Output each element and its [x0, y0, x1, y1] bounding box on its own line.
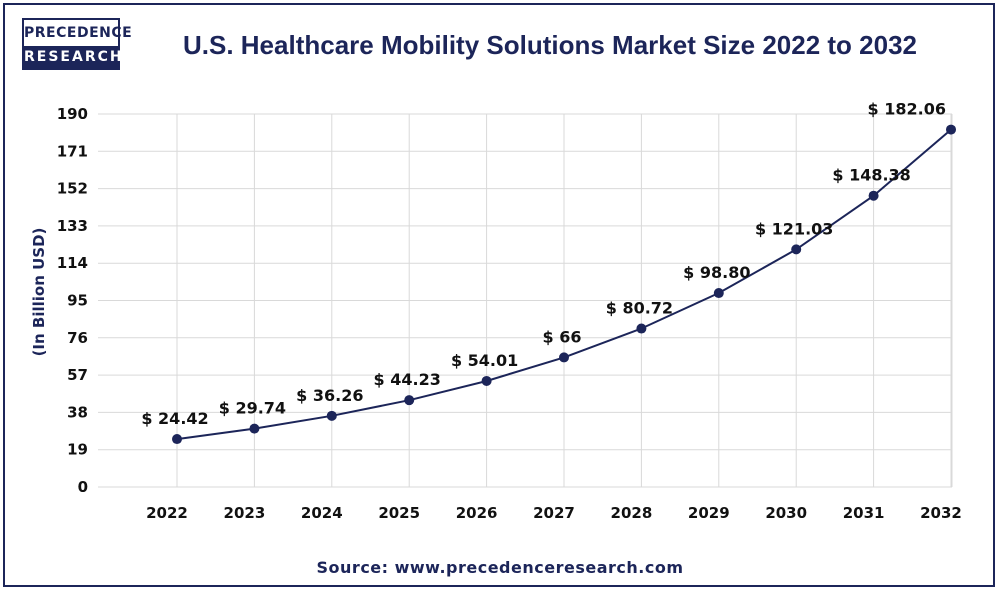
data-label: $ 148.38	[832, 166, 910, 185]
data-point	[481, 375, 492, 386]
y-tick-label: 95	[67, 292, 88, 310]
data-label: $ 29.74	[219, 399, 286, 418]
data-point	[404, 395, 415, 406]
data-label: $ 98.80	[683, 263, 750, 282]
data-label: $ 121.03	[755, 219, 833, 238]
data-point	[172, 434, 182, 445]
data-point	[326, 410, 337, 421]
y-tick-label: 38	[67, 403, 88, 421]
x-axis: 2022 2023 2024 2025 2026 2027 2028 2029 2030 2031…	[146, 504, 962, 522]
y-tick-label: 133	[57, 217, 88, 235]
x-tick-label: 2028	[611, 504, 653, 522]
y-tick-label: 76	[67, 329, 88, 347]
y-axis: 0 19 38 57 76 95 114 133 152 171 190	[57, 105, 88, 496]
x-tick-label: 2024	[301, 504, 343, 522]
logo-top-text: PRECEDENCE	[24, 25, 133, 41]
x-tick-label: 2025	[378, 504, 420, 522]
data-point	[559, 352, 569, 363]
y-tick-label: 152	[57, 180, 88, 198]
data-label: $ 44.23	[374, 370, 441, 389]
x-tick-label: 2032	[920, 504, 962, 522]
logo-bottom-text: RESEARCH	[24, 46, 122, 68]
brand-logo: PRECEDENCE RESEARCH	[22, 18, 133, 70]
data-point	[713, 288, 724, 299]
x-tick-label: 2030	[765, 504, 807, 522]
data-label: $ 80.72	[606, 299, 673, 318]
series-line-group	[172, 124, 956, 445]
data-label: $ 182.06	[868, 100, 946, 119]
y-tick-label: 190	[57, 105, 88, 123]
x-tick-label: 2027	[533, 504, 575, 522]
y-tick-label: 114	[57, 254, 88, 272]
data-label: $ 66	[543, 327, 582, 346]
y-tick-label: 19	[67, 441, 88, 459]
data-label-group: $ 24.42 $ 29.74 $ 36.26 $ 44.23 $ 54.01 $ 66 $…	[141, 100, 946, 428]
data-label: $ 54.01	[451, 351, 518, 370]
chart-frame	[3, 3, 995, 587]
x-tick-label: 2022	[146, 504, 188, 522]
y-tick-label: 0	[78, 478, 88, 496]
source-note: Source: www.precedenceresearch.com	[316, 558, 684, 577]
data-point	[636, 323, 647, 334]
data-point	[791, 244, 802, 255]
grid-lines	[98, 113, 953, 488]
x-tick-label: 2023	[224, 504, 266, 522]
chart-title: U.S. Healthcare Mobility Solutions Marke…	[182, 30, 918, 60]
y-axis-label: (In Billion USD)	[30, 228, 48, 357]
x-tick-label: 2029	[688, 504, 730, 522]
y-tick-label: 57	[67, 366, 88, 384]
data-label: $ 24.42	[141, 409, 208, 428]
y-tick-label: 171	[57, 142, 88, 160]
data-label: $ 36.26	[296, 386, 363, 405]
data-point	[946, 124, 956, 135]
x-tick-label: 2026	[456, 504, 498, 522]
x-tick-label: 2031	[843, 504, 885, 522]
data-point	[868, 190, 879, 201]
data-point	[249, 423, 260, 434]
